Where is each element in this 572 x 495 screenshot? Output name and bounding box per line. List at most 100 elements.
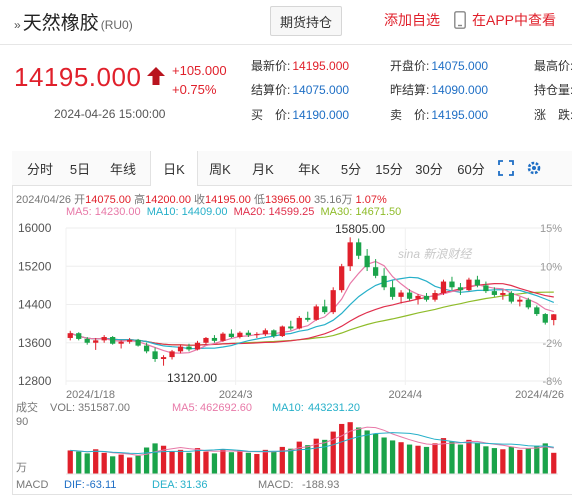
vol-value: 351587.00 [78, 402, 130, 414]
candle-body [542, 314, 548, 323]
candle-body [508, 293, 514, 302]
price-tick-label: 13600 [18, 336, 52, 350]
candle-body [254, 334, 260, 336]
candle-body [330, 290, 336, 313]
candle-body [525, 299, 531, 308]
macd-value-label: MACD: [258, 479, 293, 491]
volume-bar [474, 442, 481, 474]
chart-grid [65, 227, 558, 385]
volume-bar [254, 453, 260, 474]
kline-open: 14075.00 [85, 194, 132, 206]
volume-bar [381, 437, 387, 474]
kline-chart[interactable]: sina 新浪财经 16000 15% 15200 10% 14400 13600 -2% 1… [12, 218, 572, 493]
tab-5day[interactable]: 5日 [69, 161, 91, 177]
candle-body [118, 341, 124, 344]
tab-5min[interactable]: 5分 [340, 161, 362, 177]
tab-weekly-k[interactable]: 周K [209, 161, 231, 177]
tab-daily-k[interactable]: 日K [150, 151, 198, 186]
tab-year-line[interactable]: 年线 [109, 161, 136, 177]
price-change: +105.000 +0.75% [172, 61, 227, 99]
change-value: +105.000 [172, 63, 227, 78]
change-percent: +0.75% [172, 82, 217, 97]
pct-tick-label: 15% [540, 223, 562, 235]
tab-monthly-k[interactable]: 月K [252, 161, 274, 177]
candle-body [84, 338, 90, 343]
volume-bar [237, 450, 243, 474]
candle-body [186, 346, 192, 350]
volume-bar [339, 423, 345, 474]
quote-field: 涨 跌: [534, 108, 572, 122]
kline-high: 14200.00 [145, 194, 191, 206]
candle-body [313, 306, 319, 320]
open-in-app-button[interactable]: 在APP中查看 [454, 6, 556, 34]
volume-bar [262, 449, 268, 474]
volume-bar [347, 422, 353, 474]
candles [67, 237, 557, 366]
fullscreen-icon[interactable] [498, 160, 514, 176]
volume-bar [398, 442, 404, 474]
candle-body [203, 337, 209, 343]
candle-body [271, 330, 277, 337]
ma30-legend: MA30: 14671.50 [320, 206, 402, 218]
period-tabs: 分时 5日 年线 日K 周K 月K 年K 5分 15分 30分 60分 [12, 151, 572, 186]
volume-bar [271, 451, 277, 474]
candle-body [169, 351, 175, 358]
volume-bar [517, 449, 523, 474]
quote-field: 买 价: 14190.000 [251, 108, 350, 122]
phone-icon [454, 11, 466, 29]
volume-bar [288, 448, 294, 474]
quote-field: 结算价: 14075.000 [251, 83, 350, 97]
volume-bar [177, 449, 184, 474]
ma-line-20 [70, 282, 554, 346]
volume-bar [169, 451, 175, 474]
ma-lines [70, 260, 555, 354]
candle-body [432, 293, 438, 300]
instrument-title: » 天然橡胶 (RU0) [14, 8, 133, 35]
vol-ma5-label: MA5: [172, 402, 198, 414]
vol-ma10-label: MA10: [272, 402, 304, 414]
ma20-legend: MA20: 14599.25 [233, 206, 315, 218]
candle-body [389, 287, 396, 297]
volume-bar [143, 447, 150, 474]
volume-bar [364, 430, 370, 474]
kline-volume: 35.16万 [313, 194, 353, 206]
candle-body [101, 337, 107, 341]
futures-position-button[interactable]: 期货持仓 [270, 6, 342, 36]
expand-icon[interactable]: » [14, 18, 21, 32]
tab-intraday[interactable]: 分时 [26, 161, 53, 177]
volume-bar [194, 448, 201, 474]
candle-body [110, 337, 116, 344]
volume-ma-line [70, 426, 554, 456]
candle-body [440, 281, 447, 294]
candle-body [296, 317, 302, 329]
ma-line-5 [70, 260, 554, 354]
volume-bar [279, 446, 285, 474]
add-watchlist-button[interactable]: 添加自选 [384, 12, 440, 28]
volume-bar [93, 449, 99, 474]
candle-body [551, 314, 557, 321]
candle-body [152, 351, 158, 360]
volume-bar [356, 427, 362, 474]
pct-tick-label: 10% [540, 261, 562, 273]
settings-icon[interactable] [526, 160, 542, 176]
tab-15min[interactable]: 15分 [375, 161, 403, 177]
kline-date: 2024/04/26 [16, 194, 72, 206]
quote-field: 开盘价: 14075.000 [390, 59, 489, 73]
tab-60min[interactable]: 60分 [457, 161, 485, 177]
tab-30min[interactable]: 30分 [415, 161, 443, 177]
volume-bar [449, 441, 455, 474]
candle-body [491, 291, 498, 295]
volume-bar [415, 445, 421, 474]
tab-yearly-k[interactable]: 年K [298, 161, 320, 177]
candle-body [423, 295, 430, 300]
quote-field: 持仓量: [534, 83, 572, 97]
volume-bar [305, 445, 311, 474]
quote-field: 最新价: 14195.000 [251, 59, 350, 73]
candle-body [67, 333, 73, 338]
candle-body [500, 293, 506, 295]
volume-axis-top: 90 [16, 416, 28, 428]
volume-bar [126, 457, 133, 474]
quote-field: 昨结算: 14090.000 [390, 83, 489, 97]
candle-body [381, 275, 387, 288]
vol-label: VOL: [50, 402, 75, 414]
